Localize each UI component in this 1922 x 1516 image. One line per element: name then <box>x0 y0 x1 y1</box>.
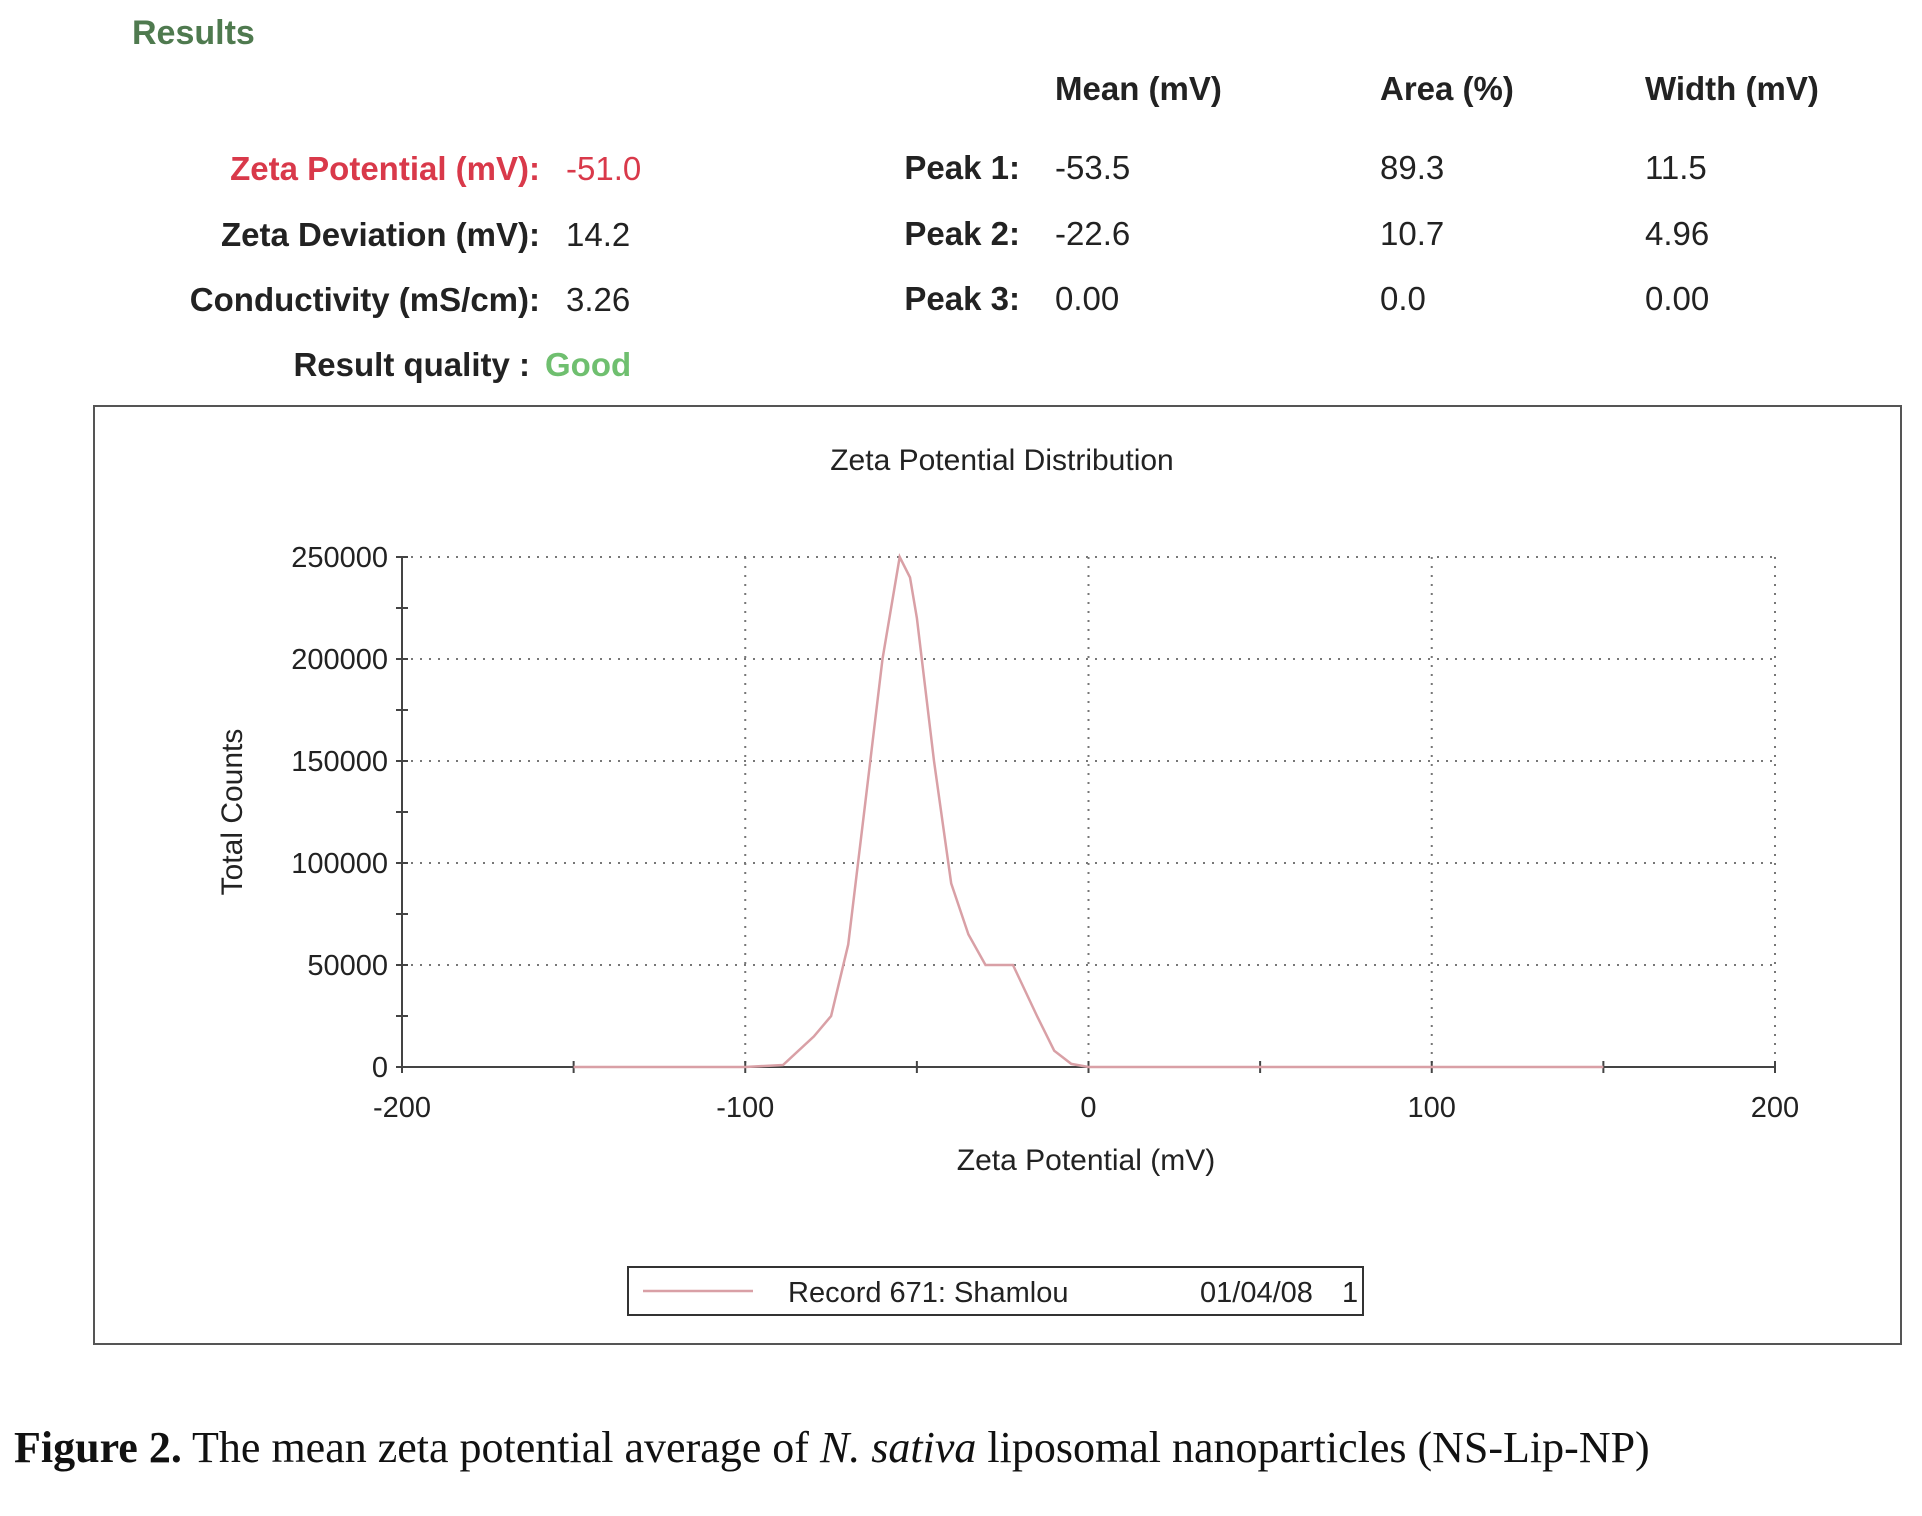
peak-2-area: 10.7 <box>1380 215 1445 252</box>
header-mean: Mean (mV) <box>1055 70 1222 107</box>
figure-caption: Figure 2. The mean zeta potential averag… <box>14 1422 1650 1473</box>
legend-index: 1 <box>1342 1277 1358 1309</box>
zeta-deviation-label: Zeta Deviation (mV): <box>220 216 540 253</box>
chart-title: Zeta Potential Distribution <box>830 444 1174 477</box>
peak-2-mean: -22.6 <box>1055 215 1131 252</box>
zeta-potential-label: Zeta Potential (mV): <box>230 150 540 187</box>
peak-1-mean: -53.5 <box>1055 149 1131 186</box>
caption-italic: N. sativa <box>819 1423 977 1472</box>
legend: Record 671: Shamlou 01/04/08 1 <box>627 1266 1364 1316</box>
y-axis-label: Total Counts <box>216 729 249 896</box>
y-tick-label-3: 150000 <box>291 746 388 778</box>
peak-2-width: 4.96 <box>1645 215 1710 252</box>
caption-text-before: The mean zeta potential average of <box>181 1423 820 1472</box>
peak-3-area: 0.0 <box>1380 280 1426 317</box>
y-tick-label-1: 50000 <box>307 950 388 982</box>
peak-1-label: Peak 1: <box>904 149 1020 186</box>
x-tick-label-2: 0 <box>1080 1092 1096 1124</box>
legend-series-name: Record 671: Shamlou <box>788 1277 1069 1309</box>
y-tick-label-0: 0 <box>372 1052 388 1084</box>
peak-1-width: 11.5 <box>1645 149 1707 186</box>
header-width: Width (mV) <box>1645 70 1819 107</box>
header-area: Area (%) <box>1380 70 1514 107</box>
axes <box>396 556 1776 1073</box>
zeta-potential-value: -51.0 <box>566 150 642 187</box>
tick-labels: -200 -100 0 100 200 0 50000 100000 150000 200000 2… <box>291 542 1799 1124</box>
peak-1-area: 89.3 <box>1380 149 1445 186</box>
grid-lines <box>401 556 1776 1068</box>
results-title: Results <box>132 14 255 52</box>
zeta-deviation-value: 14.2 <box>566 216 631 253</box>
y-tick-label-5: 250000 <box>291 542 388 574</box>
chart-panel: Zeta Potential Distribution -200 -100 0 100… <box>93 405 1902 1345</box>
y-tick-label-2: 100000 <box>291 848 388 880</box>
caption-text-after: liposomal nanoparticles (NS-Lip-NP) <box>976 1423 1650 1472</box>
conductivity-value: 3.26 <box>566 281 631 318</box>
x-tick-label-3: 100 <box>1408 1092 1456 1124</box>
x-tick-label-0: -200 <box>373 1092 431 1124</box>
series-line-record-671 <box>573 553 1604 1069</box>
y-tick-label-4: 200000 <box>291 644 388 676</box>
x-tick-label-1: -100 <box>716 1092 774 1124</box>
zeta-potential-chart: Zeta Potential Distribution -200 -100 0 100… <box>216 444 1799 1316</box>
result-quality-label: Result quality : <box>293 346 530 383</box>
peak-3-mean: 0.00 <box>1055 280 1120 317</box>
caption-label: Figure 2. <box>14 1423 182 1472</box>
legend-date: 01/04/08 <box>1200 1277 1313 1309</box>
peak-3-label: Peak 3: <box>904 280 1020 317</box>
x-tick-label-4: 200 <box>1751 1092 1799 1124</box>
peak-3-width: 0.00 <box>1645 280 1710 317</box>
x-axis-label: Zeta Potential (mV) <box>957 1144 1215 1177</box>
result-quality-value: Good <box>545 346 632 383</box>
peak-2-label: Peak 2: <box>904 215 1020 252</box>
conductivity-label: Conductivity (mS/cm): <box>189 281 540 318</box>
